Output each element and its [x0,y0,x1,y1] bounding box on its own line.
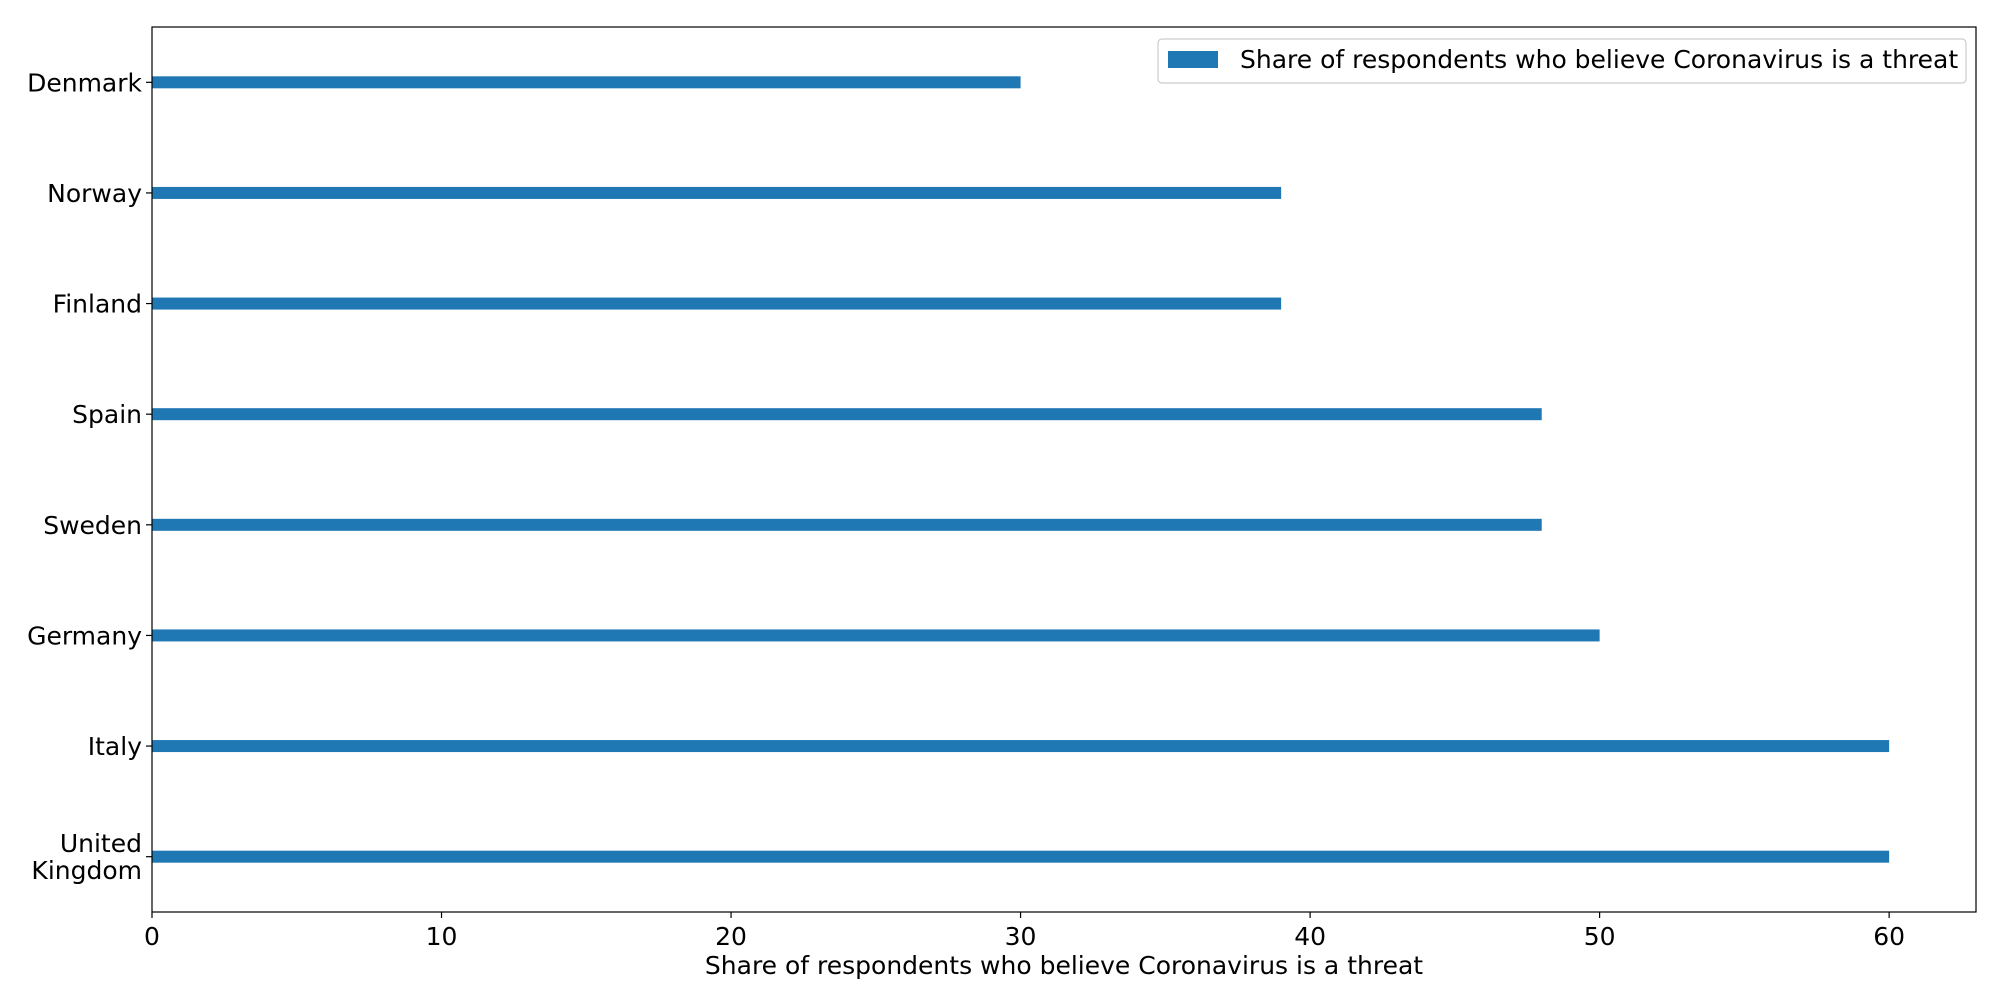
legend: Share of respondents who believe Coronav… [1157,38,1967,84]
legend-label: Share of respondents who believe Coronav… [1240,45,1958,74]
bar-italy [152,740,1890,753]
bar-spain [152,408,1542,421]
bar-denmark [152,76,1021,89]
x-tick-label: 10 [426,922,458,951]
y-tick-label: Finland [53,290,142,319]
bar-united-kingdom [152,850,1890,863]
y-tick-label: Sweden [43,511,142,540]
legend-swatch [1168,51,1218,68]
x-tick-label: 60 [1873,922,1905,951]
bar-finland [152,297,1282,310]
y-tick-label: Norway [47,179,142,208]
bars-layer [152,76,1890,863]
x-tick-label: 30 [1005,922,1037,951]
bar-norway [152,186,1282,199]
y-tick-label: Spain [72,400,142,429]
y-tick-label: Denmark [27,68,142,97]
bar-germany [152,629,1600,642]
x-axis-label: Share of respondents who believe Coronav… [705,951,1423,980]
x-tick-label: 0 [144,922,160,951]
x-tick-label: 20 [715,922,747,951]
bar-sweden [152,518,1542,531]
y-tick-label: Kingdom [31,856,142,885]
x-tick-label: 40 [1294,922,1326,951]
x-axis-ticks: 0 10 20 30 40 50 60 [144,912,1905,951]
y-tick-label: Italy [88,732,142,761]
y-tick-label: United [60,829,142,858]
plot-frame [151,26,1977,913]
y-tick-label: Germany [27,621,142,650]
legend-box [1157,38,1967,84]
x-tick-label: 50 [1584,922,1616,951]
